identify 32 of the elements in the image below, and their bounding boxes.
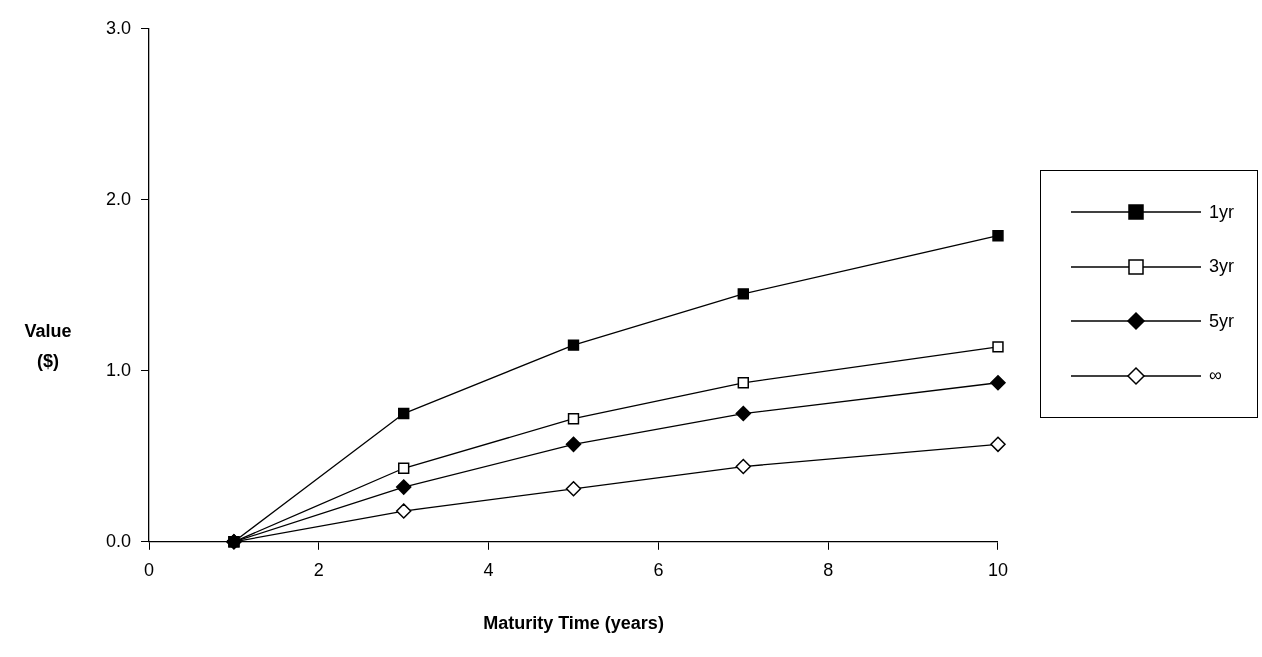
y-tick-label: 1.0 — [105, 359, 132, 380]
point — [565, 481, 582, 497]
x-tick-label: 2 — [313, 559, 324, 580]
point — [737, 288, 749, 300]
point — [990, 375, 1006, 391]
x-tick-label: 0 — [144, 559, 155, 580]
text: 1yr — [1209, 201, 1235, 223]
y-tick-label: 3.0 — [105, 17, 132, 38]
point — [395, 479, 412, 495]
text: 5yr — [1209, 310, 1235, 332]
x-tick-label: 10 — [987, 559, 1008, 580]
point — [735, 405, 752, 422]
x-axis-title: Maturity Time (years) — [483, 613, 664, 634]
point — [737, 377, 749, 389]
point — [398, 407, 410, 420]
text: ∞ — [1209, 365, 1222, 387]
y-tick-label: 2.0 — [105, 188, 132, 209]
x-tick-label: 4 — [483, 559, 494, 580]
point — [398, 462, 410, 474]
point — [735, 458, 752, 475]
y-tick-label: 0.0 — [105, 530, 132, 551]
point — [567, 412, 580, 425]
x-tick-label: 6 — [653, 559, 664, 580]
x-tick-label: 8 — [823, 559, 834, 580]
point — [992, 341, 1004, 353]
text: 3yr — [1209, 256, 1235, 278]
point — [992, 230, 1004, 242]
point — [565, 436, 582, 453]
point — [395, 503, 412, 519]
point — [567, 339, 580, 351]
y-axis-title: Value ($) — [23, 320, 73, 373]
point — [990, 436, 1006, 453]
